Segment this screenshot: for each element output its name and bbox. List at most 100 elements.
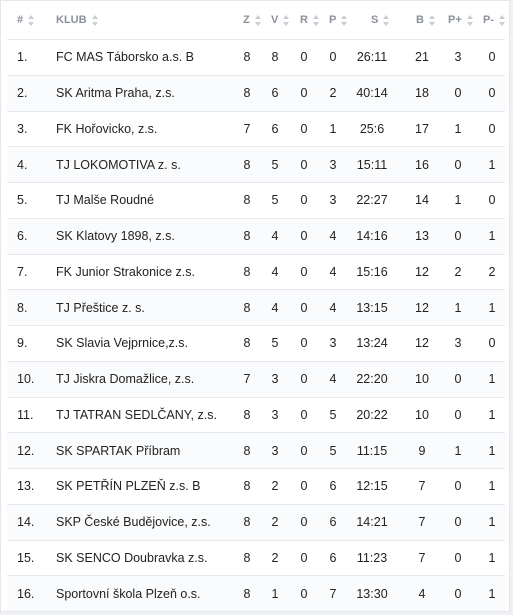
sort-icon bbox=[91, 14, 98, 26]
wins-cell: 5 bbox=[271, 157, 279, 172]
draws-cell: 0 bbox=[300, 550, 308, 565]
wins-cell: 5 bbox=[271, 193, 279, 208]
table-row[interactable]: 7. FK Junior Strakonice z.s. 8 4 0 4 15:… bbox=[7, 253, 505, 290]
club-name-cell[interactable]: SK Klatovy 1898, z.s. bbox=[56, 229, 175, 244]
column-header-b[interactable]: B bbox=[416, 1, 438, 39]
rank-cell: 7. bbox=[17, 264, 28, 279]
club-name-cell[interactable]: SK Aritma Praha, z.s. bbox=[56, 86, 175, 101]
rank-cell: 5. bbox=[17, 193, 28, 208]
wins-cell: 6 bbox=[271, 86, 279, 101]
points-cell: 13 bbox=[415, 229, 429, 244]
penalty-wins-cell: 3 bbox=[454, 336, 462, 351]
club-name-cell[interactable]: SK PETŘÍN PLZEŇ z.s. B bbox=[56, 479, 201, 494]
penalty-wins-cell: 0 bbox=[454, 372, 462, 387]
table-row[interactable]: 11. TJ TATRAN SEDLČANY, z.s. 8 3 0 5 20:… bbox=[7, 396, 505, 433]
table-row[interactable]: 13. SK PETŘÍN PLZEŇ z.s. B 8 2 0 6 12:15… bbox=[7, 468, 505, 504]
table-row[interactable]: 10. TJ Jiskra Domažlice, z.s. 7 3 0 4 22… bbox=[7, 360, 505, 397]
penalty-losses-cell: 1 bbox=[488, 300, 496, 315]
column-header-club[interactable]: KLUB bbox=[56, 1, 236, 39]
losses-cell: 3 bbox=[329, 157, 337, 172]
table-row[interactable]: 4. TJ LOKOMOTIVA z. s. 8 5 0 3 15:11 16 … bbox=[7, 146, 505, 182]
club-name-cell[interactable]: Sportovní škola Plzeň o.s. bbox=[56, 586, 201, 601]
penalty-losses-cell: 1 bbox=[488, 550, 496, 565]
matches-played-cell: 8 bbox=[243, 550, 251, 565]
club-name-cell[interactable]: SKP České Budějovice, z.s. bbox=[56, 515, 211, 530]
column-header-p-plus[interactable]: P+ bbox=[448, 1, 474, 39]
score-cell: 25:6 bbox=[359, 121, 385, 136]
column-header-v[interactable]: V bbox=[271, 1, 289, 39]
club-name-cell[interactable]: TJ LOKOMOTIVA z. s. bbox=[56, 157, 181, 172]
points-cell: 12 bbox=[415, 300, 429, 315]
score-cell: 14:16 bbox=[356, 229, 388, 244]
column-header-rank[interactable]: # bbox=[17, 1, 47, 39]
penalty-wins-cell: 0 bbox=[454, 229, 462, 244]
draws-cell: 0 bbox=[300, 86, 308, 101]
wins-cell: 6 bbox=[271, 121, 279, 136]
table-row[interactable]: 1. FC MAS Táborsko a.s. B 8 8 0 0 26:11 … bbox=[7, 39, 505, 75]
matches-played-cell: 7 bbox=[243, 121, 251, 136]
penalty-wins-cell: 1 bbox=[454, 121, 462, 136]
draws-cell: 0 bbox=[300, 515, 308, 530]
club-name-cell[interactable]: FK Hořovicko, z.s. bbox=[56, 121, 158, 136]
club-name-cell[interactable]: SK SPARTAK Příbram bbox=[56, 443, 181, 458]
table-row[interactable]: 16. Sportovní škola Plzeň o.s. 8 1 0 7 1… bbox=[7, 575, 505, 611]
column-header-s[interactable]: S bbox=[371, 1, 411, 39]
club-name-cell[interactable]: FK Junior Strakonice z.s. bbox=[56, 264, 195, 279]
score-cell: 14:21 bbox=[356, 515, 388, 530]
column-header-r[interactable]: R bbox=[300, 1, 320, 39]
table-row[interactable]: 9. SK Slavia Vejprnice,z.s. 8 5 0 3 13:2… bbox=[7, 325, 505, 361]
table-row[interactable]: 2. SK Aritma Praha, z.s. 8 6 0 2 40:14 1… bbox=[7, 74, 505, 111]
penalty-wins-cell: 0 bbox=[454, 515, 462, 530]
club-name-cell[interactable]: TJ Malše Roudné bbox=[56, 193, 154, 208]
sort-icon bbox=[499, 14, 505, 26]
column-header-p-minus[interactable]: P- bbox=[483, 1, 505, 39]
club-name-cell[interactable]: TJ Přeštice z. s. bbox=[56, 300, 145, 315]
wins-cell: 8 bbox=[271, 50, 279, 65]
column-header-label: B bbox=[416, 14, 424, 26]
wins-cell: 4 bbox=[271, 300, 279, 315]
losses-cell: 4 bbox=[329, 264, 337, 279]
rank-cell: 13. bbox=[17, 479, 35, 494]
penalty-wins-cell: 0 bbox=[454, 157, 462, 172]
points-cell: 4 bbox=[418, 586, 426, 601]
column-header-label: P bbox=[329, 14, 337, 26]
sort-icon bbox=[383, 14, 390, 26]
score-cell: 11:23 bbox=[356, 550, 388, 565]
matches-played-cell: 8 bbox=[243, 443, 251, 458]
sort-icon bbox=[254, 14, 262, 26]
club-name-cell[interactable]: TJ TATRAN SEDLČANY, z.s. bbox=[56, 407, 217, 422]
rank-cell: 12. bbox=[17, 443, 35, 458]
penalty-wins-cell: 1 bbox=[454, 443, 462, 458]
table-row[interactable]: 12. SK SPARTAK Příbram 8 3 0 5 11:15 9 1… bbox=[7, 432, 505, 468]
wins-cell: 1 bbox=[271, 586, 279, 601]
club-name-cell[interactable]: TJ Jiskra Domažlice, z.s. bbox=[56, 372, 195, 387]
wins-cell: 2 bbox=[271, 479, 279, 494]
penalty-losses-cell: 1 bbox=[488, 407, 496, 422]
sort-icon bbox=[428, 14, 435, 26]
draws-cell: 0 bbox=[300, 443, 308, 458]
table-row[interactable]: 3. FK Hořovicko, z.s. 7 6 0 1 25:6 17 1 … bbox=[7, 110, 505, 147]
losses-cell: 7 bbox=[329, 586, 337, 601]
column-header-z[interactable]: Z bbox=[243, 1, 262, 39]
draws-cell: 0 bbox=[300, 229, 308, 244]
table-row[interactable]: 14. SKP České Budějovice, z.s. 8 2 0 6 1… bbox=[7, 503, 505, 540]
column-header-p[interactable]: P bbox=[329, 1, 347, 39]
table-body: 1. FC MAS Táborsko a.s. B 8 8 0 0 26:11 … bbox=[7, 39, 505, 611]
matches-played-cell: 8 bbox=[243, 264, 251, 279]
table-row[interactable]: 8. TJ Přeštice z. s. 8 4 0 4 13:15 12 1 … bbox=[7, 289, 505, 325]
matches-played-cell: 8 bbox=[243, 586, 251, 601]
table-row[interactable]: 6. SK Klatovy 1898, z.s. 8 4 0 4 14:16 1… bbox=[7, 217, 505, 254]
table-row[interactable]: 15. SK SENCO Doubravka z.s. 8 2 0 6 11:2… bbox=[7, 539, 505, 576]
table-row[interactable]: 5. TJ Malše Roudné 8 5 0 3 22:27 14 1 0 bbox=[7, 182, 505, 218]
club-name-cell[interactable]: SK Slavia Vejprnice,z.s. bbox=[56, 336, 189, 351]
draws-cell: 0 bbox=[300, 50, 308, 65]
club-name-cell[interactable]: SK SENCO Doubravka z.s. bbox=[56, 550, 208, 565]
losses-cell: 0 bbox=[329, 50, 337, 65]
club-name-cell[interactable]: FC MAS Táborsko a.s. B bbox=[56, 50, 195, 65]
sort-icon bbox=[341, 14, 347, 26]
penalty-losses-cell: 1 bbox=[488, 157, 496, 172]
penalty-losses-cell: 0 bbox=[488, 86, 496, 101]
rank-cell: 4. bbox=[17, 157, 28, 172]
matches-played-cell: 8 bbox=[243, 193, 251, 208]
